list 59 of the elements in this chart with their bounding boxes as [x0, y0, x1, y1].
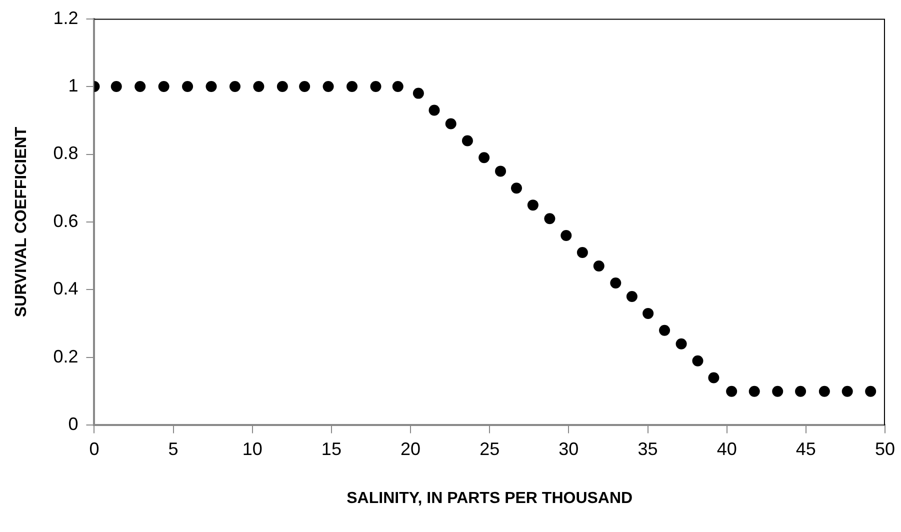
point — [428, 104, 440, 116]
x-tick-label: 10 — [242, 438, 262, 459]
x-axis-title: SALINITY, IN PARTS PER THOUSAND — [346, 490, 633, 507]
point — [253, 81, 264, 92]
x-tick-label: 20 — [400, 438, 421, 459]
point — [134, 81, 146, 92]
x-tick-label: 35 — [638, 438, 658, 459]
point — [708, 372, 720, 384]
point — [276, 81, 288, 92]
point — [392, 81, 404, 92]
x-tick-label: 50 — [874, 438, 896, 459]
point — [610, 277, 622, 288]
x-tick-label: 0 — [89, 438, 100, 459]
point — [158, 81, 170, 92]
point — [659, 324, 670, 336]
point — [865, 386, 876, 397]
point — [412, 88, 424, 99]
point — [370, 81, 382, 92]
point — [206, 81, 217, 92]
x-tick-label: 45 — [796, 438, 816, 459]
y-tick-label: 0.6 — [53, 210, 78, 231]
point — [445, 118, 456, 130]
point — [510, 182, 522, 194]
y-tick-label: 0 — [68, 414, 78, 434]
y-axis-title: SURVIVAL COEFFICIENT — [13, 126, 30, 318]
point — [346, 81, 358, 92]
y-tick-label: 0.4 — [53, 278, 78, 299]
point — [842, 386, 853, 397]
point — [676, 338, 687, 350]
point — [527, 200, 538, 211]
x-tick-label: 30 — [558, 438, 579, 459]
point — [748, 386, 760, 397]
point — [182, 81, 194, 92]
point — [560, 230, 572, 242]
y-tick-label: 1 — [68, 76, 78, 96]
point — [462, 135, 473, 146]
point — [495, 166, 506, 177]
point — [593, 260, 604, 272]
point — [110, 81, 122, 92]
point — [576, 246, 588, 258]
point — [478, 152, 490, 164]
point — [818, 386, 830, 397]
point — [642, 308, 654, 319]
x-tick-label: 15 — [321, 438, 342, 459]
y-tick-label: 0.8 — [53, 143, 78, 164]
y-tick-label: 0.2 — [53, 346, 78, 366]
y-tick-label: 1.2 — [53, 8, 78, 28]
point — [626, 291, 638, 302]
point — [692, 355, 704, 366]
point — [322, 81, 334, 92]
point — [299, 81, 310, 92]
point — [795, 386, 806, 397]
point — [229, 81, 240, 92]
point — [726, 386, 738, 397]
point — [772, 386, 784, 397]
x-tick-label: 5 — [168, 438, 178, 459]
point — [544, 213, 556, 224]
x-tick-label: 40 — [716, 438, 737, 459]
x-tick-label: 25 — [480, 438, 500, 459]
